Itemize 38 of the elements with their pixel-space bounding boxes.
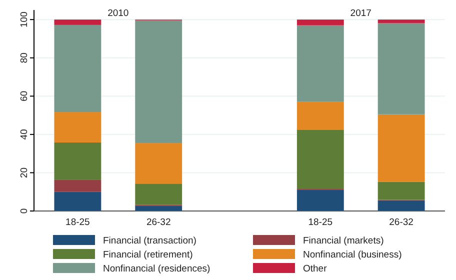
- y-tick-label: 20: [19, 167, 30, 178]
- legend-label: Other: [303, 264, 327, 274]
- annotation: 2017: [350, 8, 372, 19]
- bar: [378, 200, 425, 211]
- y-tick-label: 40: [19, 129, 30, 140]
- bar: [296, 102, 344, 130]
- bar: [378, 23, 425, 114]
- bar: [296, 190, 344, 211]
- x-tick-label: 26-32: [146, 217, 171, 228]
- x-tick-label: 18-25: [66, 217, 90, 228]
- x-tick-label: 26-32: [389, 217, 414, 228]
- bar: [296, 25, 344, 102]
- y-tick-label: 60: [19, 90, 30, 102]
- bar: [54, 112, 102, 142]
- bar: [296, 20, 344, 26]
- bar: [135, 143, 182, 184]
- bar: [54, 20, 102, 25]
- bar: [135, 206, 182, 211]
- annotation: 2010: [108, 8, 129, 19]
- legend-label: Financial (markets): [303, 236, 384, 246]
- bar: [54, 142, 102, 180]
- bar: [378, 114, 425, 182]
- bar: [54, 180, 102, 192]
- bar: [378, 182, 425, 200]
- x-tick-label: 18-25: [308, 217, 333, 228]
- y-tick-label: 80: [19, 52, 30, 64]
- legend-label: Financial (retirement): [103, 250, 193, 260]
- bar: [135, 184, 182, 205]
- legend-label: Nonfinancial (business): [303, 250, 402, 260]
- bar: [296, 130, 344, 189]
- y-tick-label: 100: [19, 12, 30, 28]
- bar: [135, 20, 182, 144]
- bar: [378, 20, 425, 24]
- bar: [54, 192, 102, 211]
- legend-label: Nonfinancial (residences): [103, 264, 210, 274]
- y-tick-label: 0: [19, 208, 30, 214]
- bar: [54, 24, 102, 112]
- legend-label: Financial (transaction): [103, 236, 196, 246]
